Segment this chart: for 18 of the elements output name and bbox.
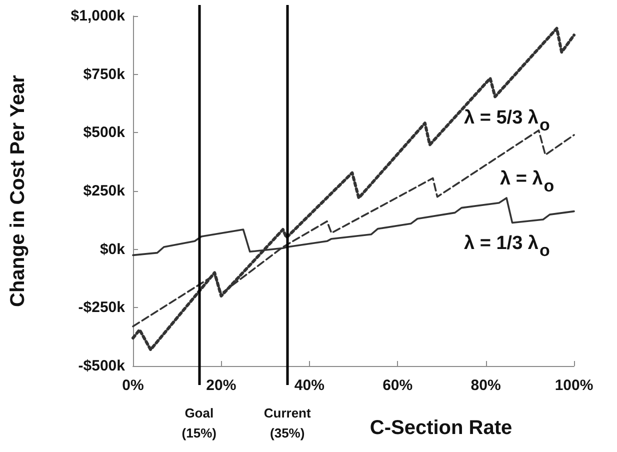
y-tick-label: $250k	[83, 182, 126, 200]
x-tick-label: 40%	[294, 377, 324, 394]
y-tick-label: -$500k	[78, 358, 126, 374]
x-axis-title: C-Section Rate	[370, 417, 512, 439]
y-tick-label: $500k	[83, 124, 126, 142]
y-axis-title: Change in Cost Per Year	[7, 74, 29, 307]
x-tick-label: 80%	[470, 377, 501, 394]
y-tick-label: -$250k	[78, 299, 126, 316]
ref-line-label: Current (35%)	[264, 406, 312, 440]
line-series	[132, 26, 576, 352]
x-tick-label: 20%	[206, 377, 236, 394]
x-tick-label: 0%	[122, 377, 144, 394]
y-tick-label: $0k	[100, 240, 126, 258]
y-tick-label: $1,000k	[70, 8, 126, 24]
ref-line-label: Goal (15%)	[182, 406, 216, 440]
x-tick-label: 100%	[554, 377, 594, 394]
y-tick-label: $750k	[83, 66, 126, 83]
x-tick-label: 60%	[382, 377, 413, 394]
